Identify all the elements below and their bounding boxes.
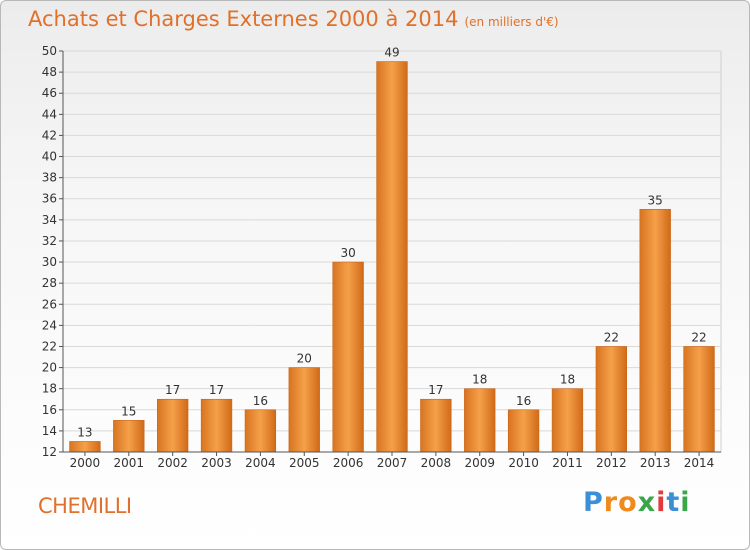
x-axis: 2000 2001 2002 2003 2004 2005 2006 2007 2008 2009…	[63, 451, 721, 470]
logo-letter: i	[656, 487, 667, 518]
y-tick-label: 24	[42, 318, 57, 332]
bar	[69, 441, 101, 453]
y-tick-label: 12	[42, 445, 57, 459]
x-tick-label: 2009	[464, 456, 495, 470]
logo-letter: o	[618, 487, 638, 518]
data-label: 16	[516, 394, 531, 408]
y-axis: 12 14 16 18 20 22 24 26 28 30 32 34 36 38 40 42 44 46 48 50	[42, 44, 64, 459]
data-label: 22	[604, 330, 619, 344]
y-tick-label: 18	[42, 382, 57, 396]
data-label: 17	[428, 383, 443, 397]
bar	[157, 398, 189, 453]
bar	[113, 420, 145, 453]
chart-title: Achats et Charges Externes 2000 à 2014 (e…	[28, 7, 559, 31]
data-label: 13	[77, 425, 92, 439]
y-tick-label: 22	[42, 339, 57, 353]
y-tick-label: 26	[42, 297, 57, 311]
x-tick-label: 2013	[640, 456, 671, 470]
y-tick-label: 44	[42, 107, 57, 121]
bar	[507, 409, 540, 453]
x-tick-label: 2003	[201, 456, 232, 470]
x-tick-label: 2006	[333, 456, 364, 470]
y-tick-label: 50	[42, 44, 57, 58]
y-tick-label: 28	[42, 276, 57, 290]
x-tick-label: 2005	[289, 456, 320, 470]
y-tick-label: 14	[42, 424, 57, 438]
y-tick-label: 38	[42, 171, 57, 185]
bar	[639, 208, 671, 453]
x-tick-label: 2011	[552, 456, 583, 470]
logo-letter: i	[680, 487, 691, 518]
x-tick-label: 2004	[245, 456, 276, 470]
data-label: 20	[297, 352, 312, 366]
x-tick-label: 2000	[70, 456, 101, 470]
bar	[464, 388, 496, 453]
commune-name: CHEMILLI	[38, 494, 132, 518]
y-tick-label: 46	[42, 86, 57, 100]
data-label: 18	[560, 373, 575, 387]
bar	[420, 398, 452, 453]
data-label: 17	[209, 383, 224, 397]
logo-letter: x	[637, 487, 657, 518]
y-tick-label: 16	[42, 403, 57, 417]
proxiti-logo: Proxiti	[583, 487, 691, 518]
y-tick-label: 36	[42, 192, 57, 206]
data-label: 15	[121, 404, 136, 418]
x-tick-label: 2001	[114, 456, 145, 470]
bar	[376, 61, 408, 453]
bar	[244, 409, 277, 453]
data-label: 30	[340, 246, 355, 260]
bar	[595, 346, 627, 453]
data-label: 22	[691, 330, 706, 344]
y-tick-label: 48	[42, 65, 57, 79]
logo-letter: r	[603, 487, 619, 518]
data-label: 18	[472, 373, 487, 387]
x-tick-label: 2007	[377, 456, 408, 470]
y-tick-label: 32	[42, 234, 57, 248]
data-label: 35	[648, 193, 663, 207]
chart-subtitle: (en milliers d'€)	[464, 15, 559, 29]
x-tick-label: 2002	[157, 456, 188, 470]
logo-letter: P	[583, 487, 604, 518]
y-tick-label: 40	[42, 150, 57, 164]
x-tick-label: 2010	[508, 456, 539, 470]
data-label: 17	[165, 383, 180, 397]
bar	[200, 398, 233, 453]
data-label: 16	[253, 394, 268, 408]
bar	[332, 261, 364, 453]
data-label: 49	[384, 46, 399, 60]
x-tick-label: 2008	[421, 456, 452, 470]
bar	[551, 388, 584, 453]
y-tick-label: 34	[42, 213, 57, 227]
y-tick-label: 30	[42, 255, 57, 269]
y-tick-label: 20	[42, 361, 57, 375]
y-tick-label: 42	[42, 128, 57, 142]
bar	[683, 346, 715, 453]
x-tick-label: 2012	[596, 456, 627, 470]
logo-letter: t	[666, 487, 681, 518]
bars: 13 15 17 17 16 20 30 49 17 18 16 18 22 35 22	[69, 46, 715, 453]
bar	[288, 367, 320, 453]
x-tick-label: 2014	[684, 456, 715, 470]
